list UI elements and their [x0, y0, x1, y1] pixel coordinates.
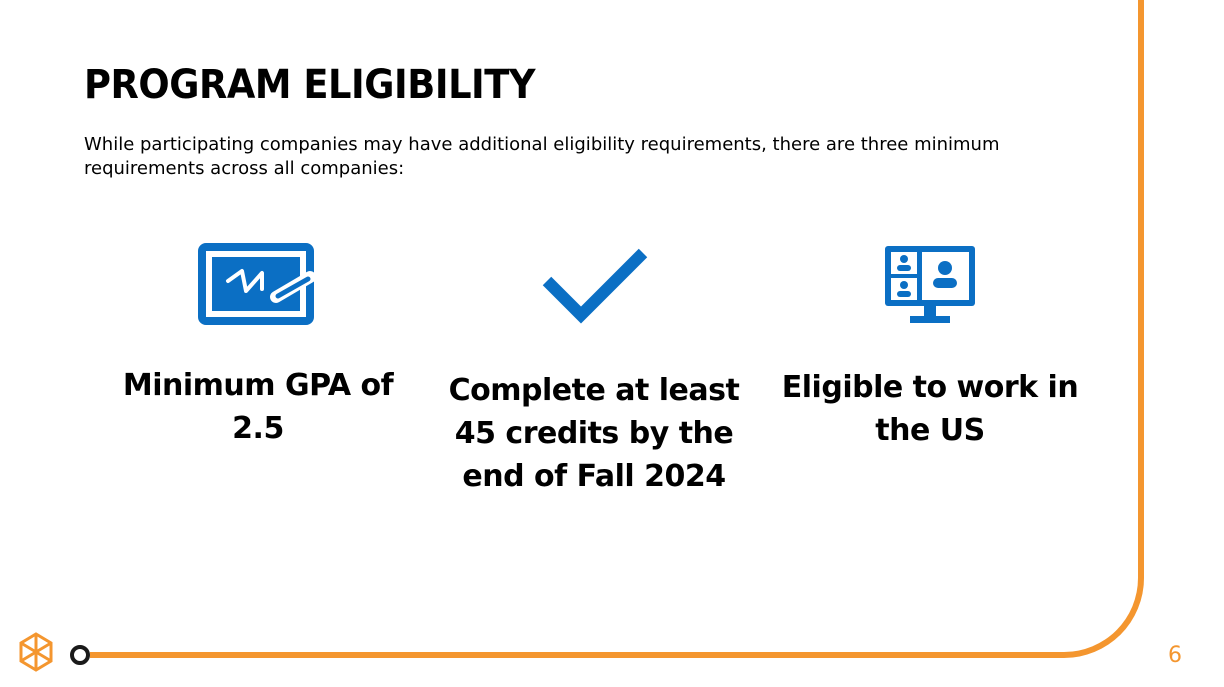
requirement-work-authorization: Eligible to work in the US: [780, 240, 1080, 452]
decorative-orange-line-corner: [1058, 530, 1144, 658]
decorative-line-endpoint: [70, 645, 90, 665]
requirement-label: Minimum GPA of 2.5: [122, 368, 394, 446]
requirement-label: Complete at least 45 credits by the end …: [448, 373, 740, 494]
decorative-orange-line-vertical: [1138, 0, 1144, 570]
page-title: PROGRAM ELIGIBILITY: [84, 62, 536, 108]
requirement-label: Eligible to work in the US: [781, 370, 1079, 448]
requirement-gpa: Minimum GPA of 2.5: [108, 240, 408, 450]
whiteboard-icon: [198, 243, 316, 325]
checkmark-icon: [542, 248, 648, 324]
decorative-orange-line-horizontal: [90, 652, 1060, 658]
video-conference-icon: [885, 246, 975, 323]
page-number: 6: [1168, 643, 1182, 668]
requirement-credits: Complete at least 45 credits by the end …: [444, 240, 744, 498]
logo-icon: [19, 632, 53, 672]
intro-text: While participating companies may have a…: [84, 134, 1000, 179]
